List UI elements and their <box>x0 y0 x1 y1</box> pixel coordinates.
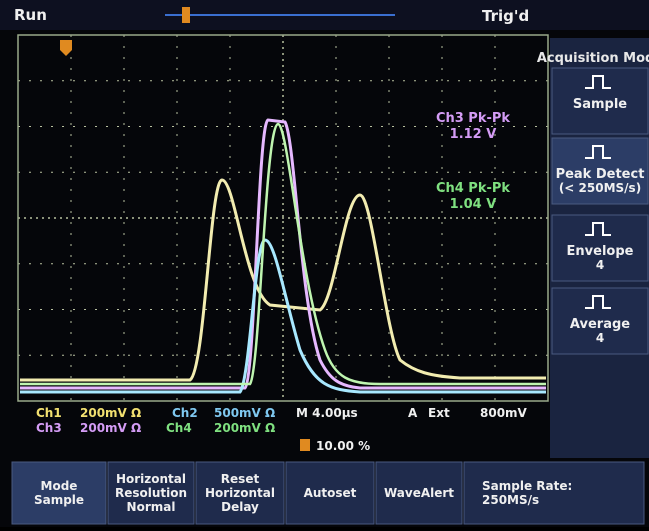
record-marker <box>182 7 190 23</box>
channel-setting: Ch2 <box>172 406 198 420</box>
channel-setting: 800mV <box>480 406 528 420</box>
channel-setting: Ch4 <box>166 421 192 435</box>
channel-setting: 500mV Ω <box>214 406 275 420</box>
bottom-menu-label: Sample Rate: <box>482 479 572 493</box>
channel-setting: A <box>408 406 418 420</box>
side-menu-sub: 4 <box>596 331 604 345</box>
bottom-menu-label: WaveAlert <box>384 486 454 500</box>
channel-setting: Ext <box>428 406 450 420</box>
bottom-menu-label: 250MS/s <box>482 493 539 507</box>
bottom-menu-label: Mode <box>41 479 78 493</box>
measurement-value: 1.12 V <box>450 127 497 142</box>
side-menu-sub: (< 250MS/s) <box>559 181 641 195</box>
side-menu-label: Sample <box>573 97 627 112</box>
bottom-menu-label: Normal <box>127 500 176 514</box>
channel-setting: 200mV Ω <box>80 406 141 420</box>
measurement-value: 1.04 V <box>450 197 497 212</box>
channel-setting: 200mV Ω <box>214 421 275 435</box>
side-menu-label: Envelope <box>567 244 634 259</box>
bottom-menu-label: Reset <box>221 472 260 486</box>
bottom-menu-label: Resolution <box>115 486 187 500</box>
bottom-menu-label: Sample <box>34 493 84 507</box>
side-menu-sub: 4 <box>596 258 604 272</box>
channel-setting: Ch1 <box>36 406 62 420</box>
channel-setting: 200mV Ω <box>80 421 141 435</box>
bottom-menu-label: Delay <box>221 500 259 514</box>
side-menu-label: Average <box>570 317 630 332</box>
bottom-menu-label: Autoset <box>304 486 357 500</box>
side-menu-title: Acquisition Mode <box>537 51 649 66</box>
channel-setting: M 4.00µs <box>296 406 358 420</box>
channel-setting: Ch3 <box>36 421 62 435</box>
side-menu-label: Peak Detect <box>556 167 645 182</box>
measurement-label: Ch3 Pk-Pk <box>436 111 510 126</box>
trigger-status: Trig'd <box>482 7 529 25</box>
bottom-menu-label: Horizontal <box>116 472 186 486</box>
run-status: Run <box>14 6 47 24</box>
bottom-menu-label: Horizontal <box>205 486 275 500</box>
trigger-icon <box>300 439 310 451</box>
measurement-label: Ch4 Pk-Pk <box>436 181 510 196</box>
scope-screen: Run Trig'd Ch3 Pk-Pk 1.12 V Ch4 Pk-Pk 1.… <box>0 0 649 527</box>
trigger-position: 10.00 % <box>316 439 370 453</box>
